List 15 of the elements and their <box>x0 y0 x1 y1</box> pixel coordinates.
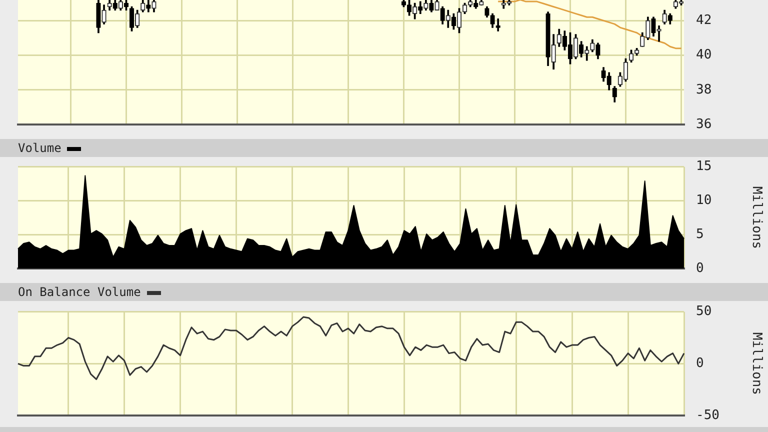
y-tick-label: 5 <box>696 227 704 242</box>
y-axis-title: Millions <box>748 332 764 396</box>
y-tick-label: 50 <box>696 304 712 320</box>
y-tick-label: 36 <box>696 116 712 132</box>
y-tick-label: 40 <box>696 48 712 63</box>
y-tick-label: 42 <box>696 12 712 28</box>
y-tick-label: 0 <box>696 260 704 276</box>
legend-label: Volume <box>18 141 62 155</box>
y-tick-label: -50 <box>696 408 720 423</box>
y-tick-label: 10 <box>696 193 712 208</box>
y-axis-title: Millions <box>748 186 764 250</box>
y-tick-label: 38 <box>696 82 712 98</box>
legend-label: On Balance Volume <box>18 285 142 299</box>
y-tick-label: 0 <box>696 356 704 372</box>
y-tick-label: 15 <box>696 159 712 174</box>
